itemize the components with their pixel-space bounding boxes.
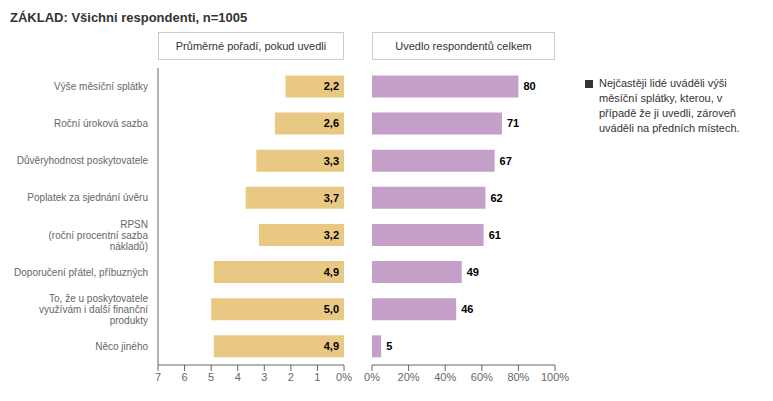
svg-text:80%: 80% (507, 371, 529, 383)
svg-text:40%: 40% (434, 371, 456, 383)
svg-text:To, že u poskytovatelevyužívám: To, že u poskytovatelevyužívám i další f… (39, 293, 148, 326)
svg-text:100%: 100% (541, 371, 569, 383)
svg-text:3,7: 3,7 (324, 192, 339, 204)
svg-text:5: 5 (386, 340, 392, 352)
svg-text:2,6: 2,6 (324, 117, 339, 129)
svg-text:3: 3 (261, 371, 267, 383)
svg-text:Něco jiného: Něco jiného (95, 341, 148, 352)
html-text:ZÁKLAD: Všichni respondenti, n: ZÁKLAD: Všichni respondenti, n=1005 (10, 10, 248, 25)
svg-text:2: 2 (288, 371, 294, 383)
svg-text:20%: 20% (398, 371, 420, 383)
svg-text:Doporučení přátel, příbuzných: Doporučení přátel, příbuzných (14, 267, 148, 278)
svg-text:Důvěryhodnost poskytovatele: Důvěryhodnost poskytovatele (17, 155, 149, 166)
svg-text:46: 46 (461, 303, 473, 315)
svg-text:61: 61 (489, 229, 501, 241)
svg-text:7: 7 (155, 371, 161, 383)
svg-text:Roční úroková sazba: Roční úroková sazba (54, 118, 148, 129)
svg-text:4,9: 4,9 (324, 340, 339, 352)
svg-text:80: 80 (523, 80, 535, 92)
svg-text:Výše měsíční splátky: Výše měsíční splátky (54, 81, 148, 92)
html-text:Nejčastěji lidé uváděli výši m: Nejčastěji lidé uváděli výši měsíční spl… (599, 77, 740, 134)
html-text:Uvedlo respondentů celkem: Uvedlo respondentů celkem (395, 40, 532, 52)
svg-text:5,0: 5,0 (324, 303, 339, 315)
svg-text:2,2: 2,2 (324, 80, 339, 92)
svg-text:62: 62 (490, 192, 502, 204)
svg-text:RPSN(roční procentní sazbanákl: RPSN(roční procentní sazbanákladů) (49, 219, 149, 252)
svg-text:71: 71 (507, 117, 519, 129)
svg-text:6: 6 (182, 371, 188, 383)
svg-text:0%: 0% (364, 371, 380, 383)
svg-text:49: 49 (467, 266, 479, 278)
svg-text:60%: 60% (471, 371, 493, 383)
html-text:Průměrné pořadí, pokud uvedli: Průměrné pořadí, pokud uvedli (175, 40, 327, 52)
svg-text:3,2: 3,2 (324, 229, 339, 241)
svg-text:67: 67 (500, 155, 512, 167)
svg-text:0%: 0% (336, 371, 352, 383)
svg-text:4,9: 4,9 (324, 266, 339, 278)
svg-text:5: 5 (208, 371, 214, 383)
svg-text:3,3: 3,3 (324, 155, 339, 167)
svg-text:Poplatek za sjednání úvěru: Poplatek za sjednání úvěru (27, 192, 148, 203)
svg-text:4: 4 (235, 371, 241, 383)
svg-text:1: 1 (314, 371, 320, 383)
